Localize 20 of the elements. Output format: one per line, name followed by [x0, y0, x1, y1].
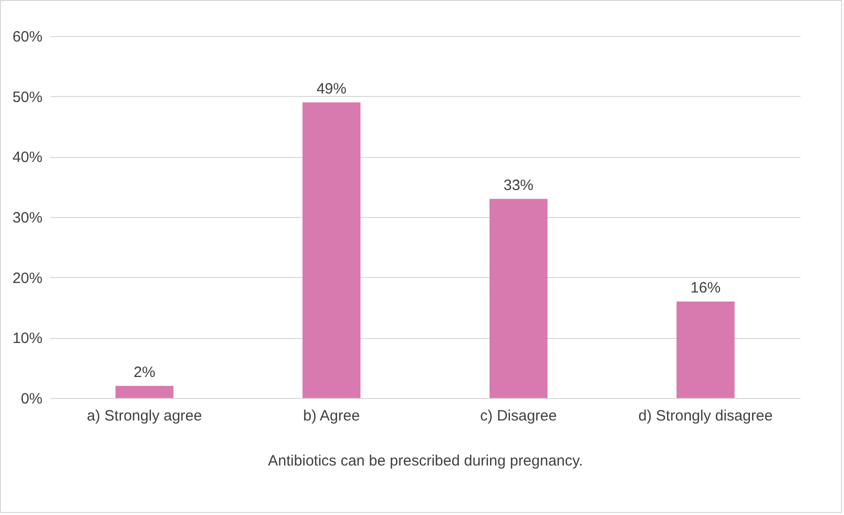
x-tick-label: d) Strongly disagree — [638, 408, 773, 424]
bar — [302, 102, 360, 398]
y-tick-label: 30% — [12, 210, 42, 226]
bar — [676, 301, 735, 398]
data-label: 49% — [316, 80, 346, 98]
data-label: 16% — [690, 279, 721, 296]
x-tick-label: a) Strongly agree — [86, 408, 202, 424]
y-tick-label: 20% — [12, 270, 42, 287]
y-tick-label: 0% — [20, 390, 42, 408]
x-tick-label: c) Disagree — [480, 408, 557, 424]
y-tick-label: 40% — [12, 149, 42, 166]
x-axis-title: Antibiotics can be prescribed during pregnancy. — [268, 452, 583, 470]
y-tick-label: 50% — [12, 88, 42, 106]
bar — [115, 386, 174, 398]
data-label: 2% — [134, 364, 156, 381]
data-label: 33% — [504, 176, 534, 194]
y-tick-label: 60% — [12, 28, 42, 46]
x-tick-label: b) Agree — [303, 408, 360, 424]
bar — [490, 198, 548, 398]
y-tick-label: 10% — [12, 330, 42, 348]
